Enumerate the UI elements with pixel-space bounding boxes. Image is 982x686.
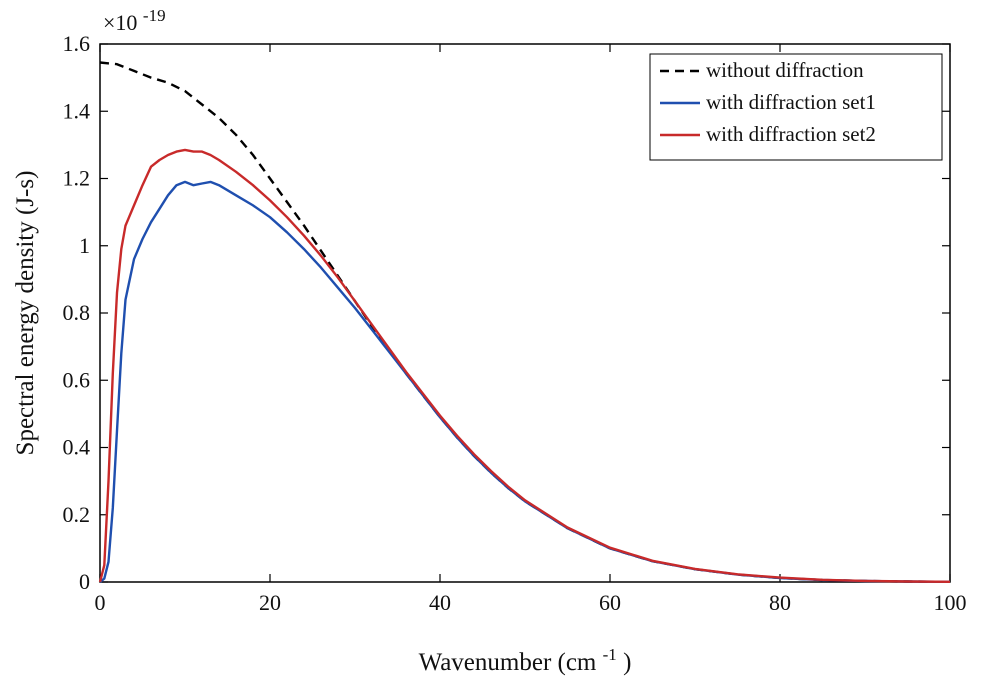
x-axis: 0 20 40 60 80 100 bbox=[95, 44, 967, 615]
y-multiplier-base: ×10 bbox=[103, 10, 137, 35]
x-axis-title-end: ) bbox=[623, 649, 631, 676]
y-tick-label: 1.6 bbox=[63, 31, 91, 56]
y-tick-label: 0.2 bbox=[63, 502, 91, 527]
x-axis-title-main: Wavenumber (cm bbox=[419, 649, 597, 676]
legend-label-3: with diffraction set2 bbox=[706, 122, 876, 146]
y-tick-label: 1 bbox=[79, 233, 90, 258]
x-tick-label: 80 bbox=[769, 590, 791, 615]
x-axis-title: Wavenumber (cm -1 ) bbox=[419, 639, 632, 676]
y-tick-label: 1.4 bbox=[63, 98, 91, 123]
x-tick-label: 100 bbox=[934, 590, 967, 615]
series-line-3 bbox=[98, 148, 951, 583]
y-axis: 0 0.2 0.4 0.6 0.8 1 1.2 1.4 1.6 bbox=[63, 31, 950, 594]
y-tick-label: 0.8 bbox=[63, 300, 91, 325]
y-multiplier-exp: -19 bbox=[143, 6, 166, 25]
x-tick-label: 0 bbox=[95, 590, 106, 615]
legend: without diffraction with diffraction set1… bbox=[649, 53, 943, 161]
y-tick-label: 0.6 bbox=[63, 367, 91, 392]
series-group bbox=[98, 61, 951, 583]
legend-label-2: with diffraction set1 bbox=[706, 90, 876, 114]
x-tick-label: 20 bbox=[259, 590, 281, 615]
y-tick-label: 0.4 bbox=[63, 435, 91, 460]
y-tick-label: 1.2 bbox=[63, 166, 91, 191]
x-tick-label: 40 bbox=[429, 590, 451, 615]
x-axis-title-sup: -1 bbox=[603, 645, 617, 664]
y-tick-label: 0 bbox=[79, 569, 90, 594]
legend-label-1: without diffraction bbox=[706, 58, 864, 82]
x-tick-label: 60 bbox=[599, 590, 621, 615]
y-axis-title: Spectral energy density (J-s) bbox=[12, 171, 39, 456]
y-multiplier: ×10 -19 bbox=[103, 6, 166, 35]
